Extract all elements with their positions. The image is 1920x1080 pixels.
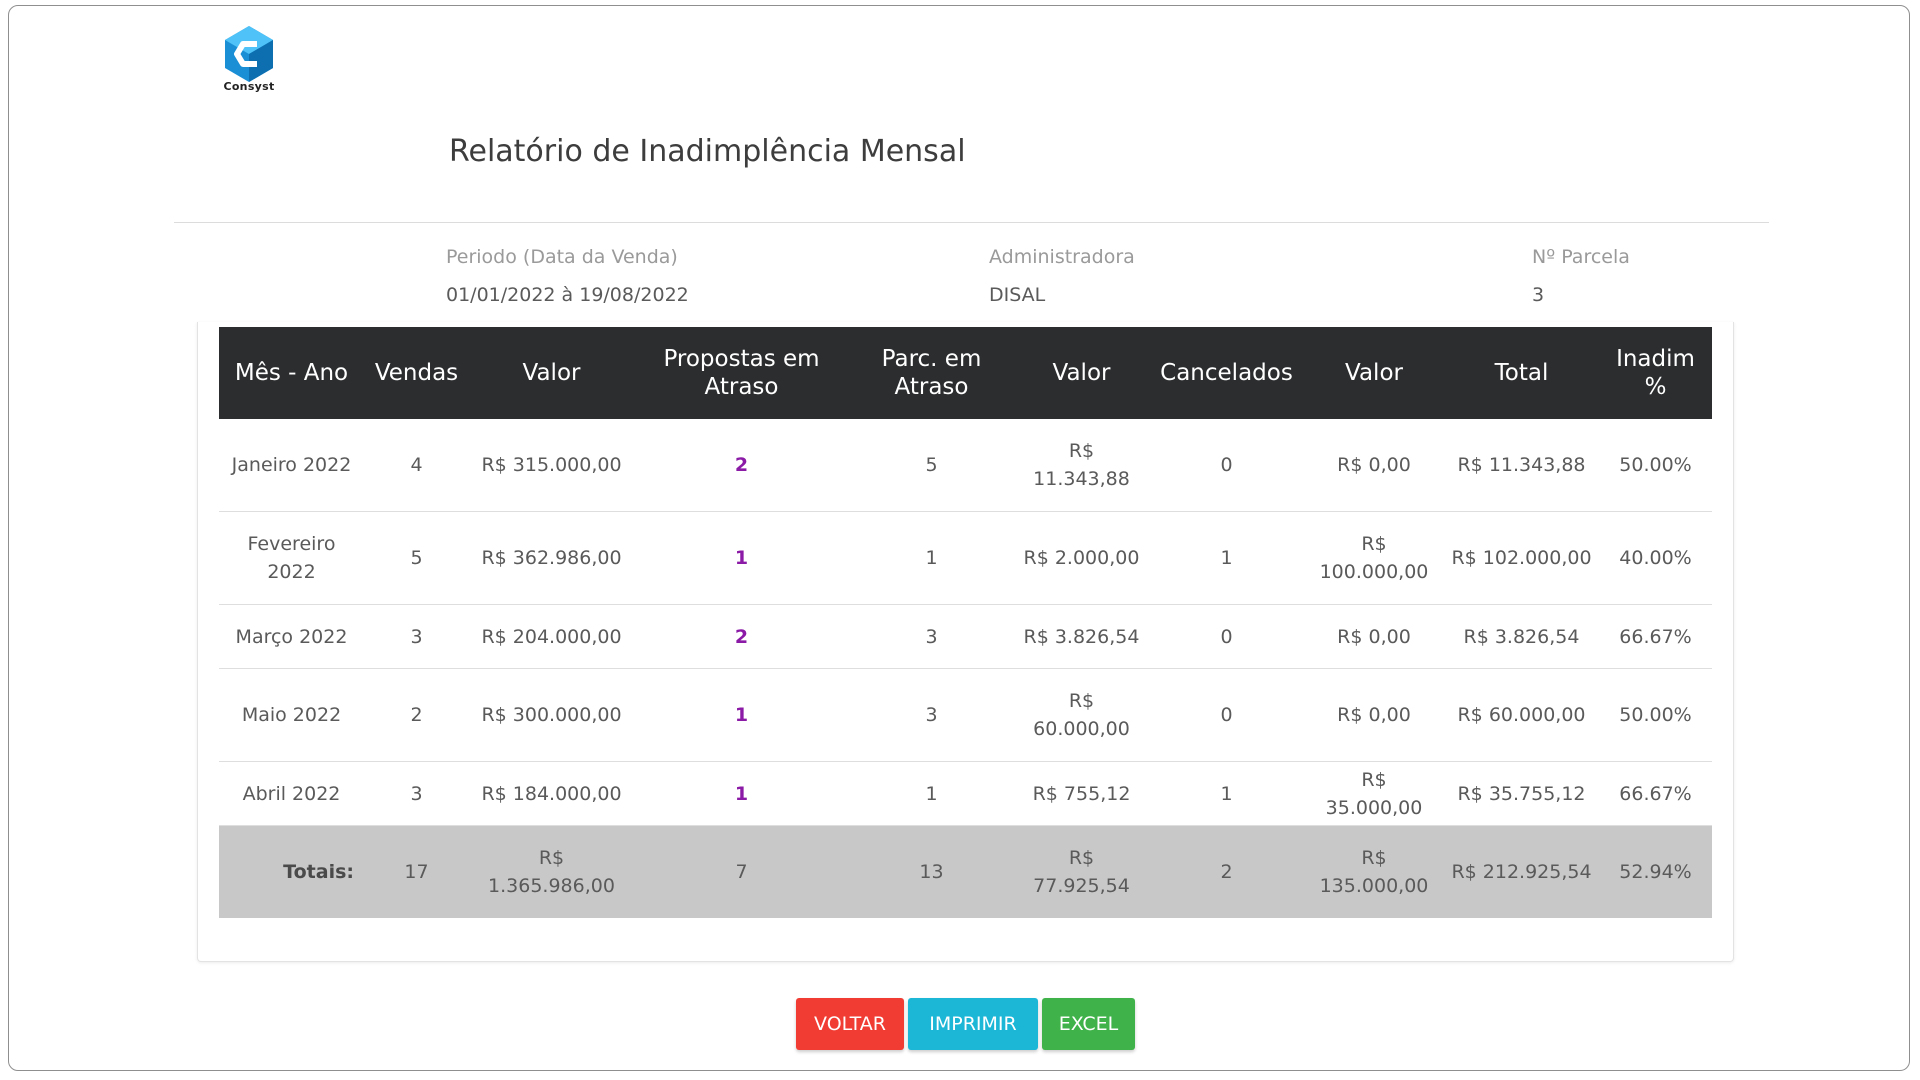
cell-total: R$ 102.000,00	[1444, 511, 1599, 605]
total-valor: R$ 1.365.986,00	[469, 825, 634, 918]
filter-parcela-label: Nº Parcela	[1532, 246, 1630, 268]
cell-valor-cancelados: R$ 0,00	[1304, 604, 1444, 669]
table-row: Fevereiro 2022 5 R$ 362.986,00 1 1 R$ 2.…	[219, 511, 1712, 605]
cell-propostas-atraso: 2	[634, 419, 849, 512]
cell-total: R$ 35.755,12	[1444, 761, 1599, 826]
total-vendas: 17	[364, 825, 469, 918]
filter-periodo-value: 01/01/2022 à 19/08/2022	[446, 284, 689, 306]
cell-valor: R$ 204.000,00	[469, 604, 634, 669]
table-row: Janeiro 2022 4 R$ 315.000,00 2 5 R$ 11.3…	[219, 419, 1712, 512]
brand-name: Consyst	[223, 80, 275, 93]
total-inadim: 52.94%	[1599, 825, 1712, 918]
filter-administradora: Administradora DISAL	[989, 246, 1135, 306]
col-header-cancelados: Cancelados	[1149, 327, 1304, 419]
col-header-valor-cancelados: Valor	[1304, 327, 1444, 419]
cell-mes-ano: Fevereiro 2022	[219, 511, 364, 605]
page-title: Relatório de Inadimplência Mensal	[449, 134, 966, 169]
cell-parc-atraso: 1	[849, 511, 1014, 605]
cell-propostas-atraso: 2	[634, 604, 849, 669]
cell-inadim: 66.67%	[1599, 761, 1712, 826]
filter-parcela-value: 3	[1532, 284, 1545, 306]
cell-valor: R$ 362.986,00	[469, 511, 634, 605]
cell-vendas: 4	[364, 419, 469, 512]
cell-cancelados: 0	[1149, 668, 1304, 762]
cell-propostas-atraso: 1	[634, 668, 849, 762]
filter-periodo: Periodo (Data da Venda) 01/01/2022 à 19/…	[446, 246, 689, 306]
cell-total: R$ 3.826,54	[1444, 604, 1599, 669]
cell-cancelados: 0	[1149, 604, 1304, 669]
cell-cancelados: 1	[1149, 511, 1304, 605]
cell-inadim: 40.00%	[1599, 511, 1712, 605]
cell-inadim: 66.67%	[1599, 604, 1712, 669]
cell-valor-cancelados: R$ 100.000,00	[1304, 511, 1444, 605]
cell-cancelados: 0	[1149, 419, 1304, 512]
consyst-logo-icon	[225, 26, 273, 82]
cell-valor-atraso: R$ 3.826,54	[1014, 604, 1149, 669]
table-row: Março 2022 3 R$ 204.000,00 2 3 R$ 3.826,…	[219, 604, 1712, 669]
cell-valor-cancelados: R$ 35.000,00	[1304, 761, 1444, 826]
cell-valor-atraso: R$ 60.000,00	[1014, 668, 1149, 762]
excel-button[interactable]: EXCEL	[1042, 998, 1135, 1050]
table-row: Maio 2022 2 R$ 300.000,00 1 3 R$ 60.000,…	[219, 668, 1712, 762]
voltar-button[interactable]: VOLTAR	[796, 998, 904, 1050]
col-header-total: Total	[1444, 327, 1599, 419]
col-header-mes-ano: Mês - Ano	[219, 327, 364, 419]
cell-parc-atraso: 5	[849, 419, 1014, 512]
table-row: Abril 2022 3 R$ 184.000,00 1 1 R$ 755,12…	[219, 761, 1712, 826]
cell-mes-ano: Maio 2022	[219, 668, 364, 762]
col-header-valor: Valor	[469, 327, 634, 419]
totals-row: Totais: 17 R$ 1.365.986,00 7 13 R$ 77.92…	[219, 825, 1712, 918]
cell-vendas: 2	[364, 668, 469, 762]
total-parc-atraso: 13	[849, 825, 1014, 918]
cell-valor-atraso: R$ 11.343,88	[1014, 419, 1149, 512]
cell-inadim: 50.00%	[1599, 419, 1712, 512]
cell-valor: R$ 315.000,00	[469, 419, 634, 512]
imprimir-button[interactable]: IMPRIMIR	[908, 998, 1038, 1050]
col-header-propostas-atraso: Propostas em Atraso	[634, 327, 849, 419]
cell-vendas: 3	[364, 761, 469, 826]
cell-parc-atraso: 3	[849, 668, 1014, 762]
title-divider	[174, 222, 1769, 223]
totals-label: Totais:	[219, 825, 364, 918]
col-header-vendas: Vendas	[364, 327, 469, 419]
total-valor-cancelados: R$ 135.000,00	[1304, 825, 1444, 918]
cell-propostas-atraso: 1	[634, 511, 849, 605]
filter-administradora-label: Administradora	[989, 246, 1135, 268]
cell-mes-ano: Janeiro 2022	[219, 419, 364, 512]
consyst-logo: Consyst	[214, 24, 284, 108]
cell-total: R$ 60.000,00	[1444, 668, 1599, 762]
cell-propostas-atraso: 1	[634, 761, 849, 826]
cell-parc-atraso: 3	[849, 604, 1014, 669]
cell-mes-ano: Abril 2022	[219, 761, 364, 826]
col-header-parc-atraso: Parc. em Atraso	[849, 327, 1014, 419]
filter-administradora-value: DISAL	[989, 284, 1046, 306]
total-propostas-atraso: 7	[634, 825, 849, 918]
cell-valor-atraso: R$ 2.000,00	[1014, 511, 1149, 605]
cell-inadim: 50.00%	[1599, 668, 1712, 762]
col-header-inadim: Inadim %	[1599, 327, 1712, 419]
col-header-valor-atraso: Valor	[1014, 327, 1149, 419]
cell-valor: R$ 300.000,00	[469, 668, 634, 762]
cell-valor: R$ 184.000,00	[469, 761, 634, 826]
filter-periodo-label: Periodo (Data da Venda)	[446, 246, 678, 268]
cell-vendas: 3	[364, 604, 469, 669]
cell-vendas: 5	[364, 511, 469, 605]
cell-valor-cancelados: R$ 0,00	[1304, 419, 1444, 512]
cell-cancelados: 1	[1149, 761, 1304, 826]
filter-parcela: Nº Parcela 3	[1532, 246, 1630, 306]
cell-total: R$ 11.343,88	[1444, 419, 1599, 512]
table-header-row: Mês - Ano Vendas Valor Propostas em Atra…	[219, 327, 1712, 419]
action-buttons: VOLTAR IMPRIMIR EXCEL	[796, 998, 1135, 1050]
report-table: Mês - Ano Vendas Valor Propostas em Atra…	[219, 327, 1712, 918]
cell-valor-atraso: R$ 755,12	[1014, 761, 1149, 826]
cell-valor-cancelados: R$ 0,00	[1304, 668, 1444, 762]
total-valor-atraso: R$ 77.925,54	[1014, 825, 1149, 918]
cell-parc-atraso: 1	[849, 761, 1014, 826]
total-total: R$ 212.925,54	[1444, 825, 1599, 918]
total-cancelados: 2	[1149, 825, 1304, 918]
cell-mes-ano: Março 2022	[219, 604, 364, 669]
